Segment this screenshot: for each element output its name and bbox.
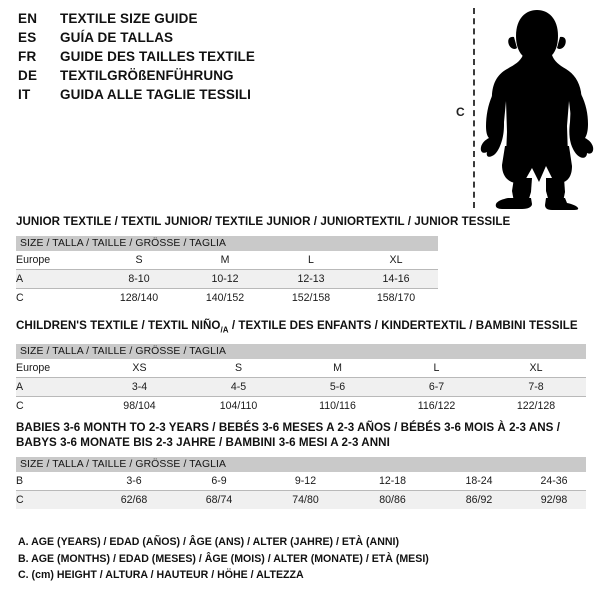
title-text-fr: GUIDE DES TAILLES TEXTILE: [60, 49, 256, 64]
row-label: A: [16, 269, 96, 289]
row-label: B: [16, 472, 92, 491]
language-code-it: IT: [18, 87, 31, 102]
table-row: C 128/140 140/152 152/158 158/170: [16, 288, 439, 307]
language-code-de: DE: [18, 68, 38, 83]
title-row-es: ES GUÍA DE TALLAS: [18, 30, 348, 49]
section-heading-babies-line2: BABYS 3-6 MONATE BIS 2-3 JAHRE / BAMBINI…: [16, 436, 390, 449]
table-cell: 3-4: [90, 377, 189, 397]
table-cell: 12-18: [349, 472, 436, 491]
row-label: Europe: [16, 251, 96, 270]
table-cell: 3-6: [92, 472, 176, 491]
title-row-it: IT GUIDA ALLE TAGLIE TESSILI: [18, 87, 348, 106]
table-cell: 140/152: [182, 288, 268, 307]
row-label: C: [16, 490, 92, 509]
row-label: C: [16, 396, 90, 416]
legend-line-c: C. (cm) HEIGHT / ALTURA / HAUTEUR / HÖHE…: [18, 569, 304, 581]
table-cell: 116/122: [387, 396, 486, 416]
table-cell: 110/116: [288, 396, 387, 416]
row-label: A: [16, 377, 90, 397]
table-cell: XS: [90, 359, 189, 378]
table-cell: 7-8: [486, 377, 587, 397]
table-cell: M: [182, 251, 268, 270]
section-babies-textile: BABIES 3-6 MONTH TO 2-3 YEARS / BEBÉS 3-…: [16, 420, 587, 509]
title-text-it: GUIDA ALLE TAGLIE TESSILI: [60, 87, 251, 102]
table-cell: S: [96, 251, 182, 270]
section-heading-children: CHILDREN'S TEXTILE / TEXTIL NIÑO/A / TEX…: [16, 318, 586, 337]
language-code-fr: FR: [18, 49, 37, 64]
toddler-silhouette-icon: [480, 10, 594, 210]
table-cell: 10-12: [182, 269, 268, 289]
size-guide-title-block: EN TEXTILE SIZE GUIDE ES GUÍA DE TALLAS …: [18, 11, 348, 106]
legend-block: A. AGE (YEARS) / EDAD (AÑOS) / ÂGE (ANS)…: [18, 534, 488, 584]
children-size-table: SIZE / TALLA / TAILLE / GRÖSSE / TAGLIA …: [16, 344, 587, 416]
height-measurement-figure: C: [448, 0, 600, 215]
table-cell: XL: [354, 251, 439, 270]
table-cell: 92/98: [522, 490, 587, 509]
title-text-en: TEXTILE SIZE GUIDE: [60, 11, 198, 26]
table-cell: 5-6: [288, 377, 387, 397]
table-cell: M: [288, 359, 387, 378]
height-measure-label: C: [456, 105, 465, 119]
table-cell: 62/68: [92, 490, 176, 509]
legend-line-a: A. AGE (YEARS) / EDAD (AÑOS) / ÂGE (ANS)…: [18, 536, 399, 548]
title-text-es: GUÍA DE TALLAS: [60, 30, 174, 45]
table-cell: 122/128: [486, 396, 587, 416]
table-cell: 4-5: [189, 377, 288, 397]
table-cell: 14-16: [354, 269, 439, 289]
title-row-de: DE TEXTILGRÖßENFÜHRUNG: [18, 68, 348, 87]
table-cell: 8-10: [96, 269, 182, 289]
babies-band-label: SIZE / TALLA / TAILLE / GRÖSSE / TAGLIA: [16, 457, 587, 472]
babies-size-table: SIZE / TALLA / TAILLE / GRÖSSE / TAGLIA …: [16, 457, 587, 509]
table-row: C 62/68 68/74 74/80 80/86 86/92 92/98: [16, 490, 587, 509]
table-cell: 152/158: [268, 288, 354, 307]
children-band-label: SIZE / TALLA / TAILLE / GRÖSSE / TAGLIA: [16, 344, 587, 360]
section-junior-textile: JUNIOR TEXTILE / TEXTIL JUNIOR/ TEXTILE …: [16, 214, 511, 307]
table-cell: 104/110: [189, 396, 288, 416]
table-cell: 24-36: [522, 472, 587, 491]
language-code-es: ES: [18, 30, 37, 45]
height-dashed-guide-line: [473, 8, 475, 208]
table-cell: 9-12: [262, 472, 349, 491]
table-band-row: SIZE / TALLA / TAILLE / GRÖSSE / TAGLIA: [16, 344, 587, 360]
table-row: C 98/104 104/110 110/116 116/122 122/128: [16, 396, 587, 416]
section-heading-children-post: / TEXTILE DES ENFANTS / KINDERTEXTIL / B…: [228, 319, 578, 332]
table-cell: 6-7: [387, 377, 486, 397]
junior-size-table: SIZE / TALLA / TAILLE / GRÖSSE / TAGLIA …: [16, 236, 439, 307]
section-heading-babies-line1: BABIES 3-6 MONTH TO 2-3 YEARS / BEBÉS 3-…: [16, 421, 561, 434]
row-label: Europe: [16, 359, 90, 378]
table-cell: L: [387, 359, 486, 378]
section-children-textile: CHILDREN'S TEXTILE / TEXTIL NIÑO/A / TEX…: [16, 318, 587, 416]
language-code-en: EN: [18, 11, 38, 26]
table-row: Europe S M L XL: [16, 251, 439, 270]
table-cell: 128/140: [96, 288, 182, 307]
table-row: B 3-6 6-9 9-12 12-18 18-24 24-36: [16, 472, 587, 491]
table-row: A 8-10 10-12 12-13 14-16: [16, 269, 439, 289]
table-band-row: SIZE / TALLA / TAILLE / GRÖSSE / TAGLIA: [16, 457, 587, 472]
title-text-de: TEXTILGRÖßENFÜHRUNG: [60, 68, 234, 83]
table-cell: 18-24: [436, 472, 522, 491]
title-row-fr: FR GUIDE DES TAILLES TEXTILE: [18, 49, 348, 68]
table-band-row: SIZE / TALLA / TAILLE / GRÖSSE / TAGLIA: [16, 236, 439, 251]
table-cell: 86/92: [436, 490, 522, 509]
table-cell: 158/170: [354, 288, 439, 307]
table-cell: 80/86: [349, 490, 436, 509]
section-heading-junior: JUNIOR TEXTILE / TEXTIL JUNIOR/ TEXTILE …: [16, 215, 511, 228]
legend-line-b: B. AGE (MONTHS) / EDAD (MESES) / ÂGE (MO…: [18, 552, 429, 565]
table-row: Europe XS S M L XL: [16, 359, 587, 378]
table-cell: 74/80: [262, 490, 349, 509]
table-cell: L: [268, 251, 354, 270]
table-cell: S: [189, 359, 288, 378]
table-cell: 98/104: [90, 396, 189, 416]
section-heading-children-subscript: /A: [220, 325, 229, 335]
table-cell: 68/74: [176, 490, 262, 509]
table-row: A 3-4 4-5 5-6 6-7 7-8: [16, 377, 587, 397]
junior-band-label: SIZE / TALLA / TAILLE / GRÖSSE / TAGLIA: [16, 236, 439, 251]
table-cell: 12-13: [268, 269, 354, 289]
table-cell: 6-9: [176, 472, 262, 491]
title-row-en: EN TEXTILE SIZE GUIDE: [18, 11, 348, 30]
row-label: C: [16, 288, 96, 307]
table-cell: XL: [486, 359, 587, 378]
section-heading-children-pre: CHILDREN'S TEXTILE / TEXTIL NIÑO: [16, 319, 221, 332]
